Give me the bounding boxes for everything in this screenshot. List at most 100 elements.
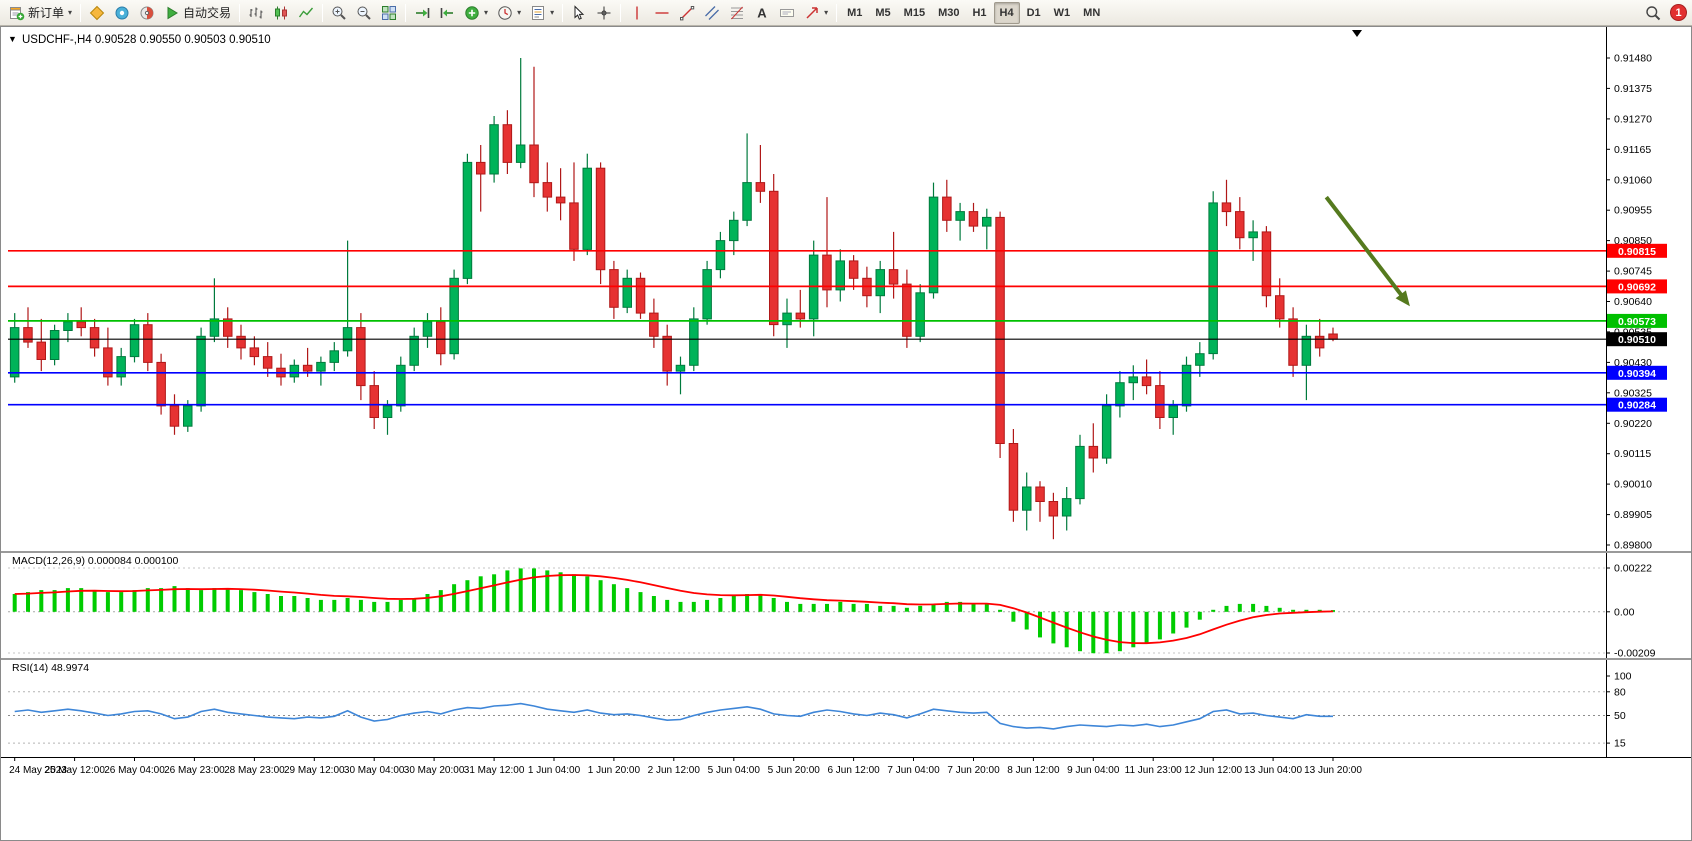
bull-candle — [209, 318, 220, 337]
macd-bar — [492, 574, 497, 612]
macd-bar — [1277, 607, 1282, 612]
bear-candle — [103, 347, 113, 378]
bull-candle — [1022, 486, 1032, 511]
price-tick-label: 0.91060 — [1614, 174, 1652, 186]
bear-candle — [1155, 385, 1165, 419]
chevron-down-icon: ▾ — [517, 8, 522, 17]
macd-bar — [1331, 610, 1335, 612]
chart-collapse-icon[interactable]: ▼ — [8, 34, 17, 44]
price-tick-label: 0.90010 — [1614, 479, 1652, 491]
macd-bar — [1011, 611, 1016, 622]
toolbar-separator — [405, 3, 407, 22]
macd-bar — [1304, 609, 1309, 612]
rsi-tick-label: 100 — [1614, 671, 1632, 683]
timeframe-button-d1[interactable]: D1 — [1021, 2, 1047, 24]
auto-scroll-button[interactable] — [410, 2, 434, 24]
search-button[interactable] — [1641, 2, 1665, 24]
bull-candle — [1248, 231, 1258, 239]
cursor-button[interactable] — [567, 2, 591, 24]
fibonacci-button[interactable] — [725, 2, 749, 24]
tile-windows-button[interactable] — [377, 2, 401, 24]
macd-bar — [465, 580, 470, 612]
trendline-button[interactable] — [675, 2, 699, 24]
bear-candle — [848, 260, 859, 279]
zoom-in-button[interactable] — [327, 2, 351, 24]
navigator-button[interactable] — [135, 2, 159, 24]
data-window-icon — [114, 5, 130, 21]
alert-badge[interactable]: 1 — [1670, 4, 1687, 21]
autotrading-icon — [164, 5, 180, 21]
timeframe-button-m15[interactable]: M15 — [898, 2, 931, 24]
chart-canvas[interactable]: ▼ USDCHF-,H4 0.90528 0.90550 0.90503 0.90… — [0, 26, 1692, 841]
indicators-button[interactable]: ▾ — [460, 2, 492, 24]
label-button[interactable] — [775, 2, 799, 24]
new-order-button[interactable]: 新订单 ▾ — [5, 2, 76, 24]
bar-chart-button[interactable] — [244, 2, 268, 24]
macd-bar — [518, 568, 523, 612]
channel-button[interactable] — [700, 2, 724, 24]
macd-bar — [265, 594, 270, 612]
timeframe-button-mn[interactable]: MN — [1077, 2, 1106, 24]
rsi-label: RSI(14) 48.9974 — [12, 662, 89, 674]
candlestick-button[interactable] — [269, 2, 293, 24]
bear-candle — [302, 364, 313, 372]
price-level-badge-label: 0.90815 — [1618, 246, 1656, 258]
price-level-badge-label: 0.90692 — [1618, 281, 1656, 293]
rsi-tick-label: 15 — [1614, 738, 1626, 750]
price-level-badge-label: 0.90284 — [1618, 400, 1656, 412]
timeframe-button-m5[interactable]: M5 — [869, 2, 896, 24]
chart-shift-marker[interactable] — [1352, 30, 1362, 37]
timeframe-button-w1[interactable]: W1 — [1048, 2, 1077, 24]
periods-button[interactable]: ▾ — [493, 2, 525, 24]
macd-label: MACD(12,26,9) 0.000084 0.000100 — [12, 555, 179, 567]
templates-button[interactable]: ▾ — [526, 2, 558, 24]
trend-arrow[interactable] — [1324, 195, 1408, 303]
macd-bar — [638, 592, 643, 612]
bull-candle — [782, 312, 792, 326]
macd-bar — [1224, 605, 1229, 612]
market-watch-button[interactable] — [85, 2, 109, 24]
zoom-out-button[interactable] — [352, 2, 376, 24]
time-tick-label: 26 May 04:00 — [104, 765, 165, 776]
macd-bar — [65, 588, 70, 612]
bull-candle — [116, 356, 126, 378]
time-tick-label: 2 Jun 12:00 — [648, 765, 701, 776]
bear-candle — [1008, 443, 1019, 511]
bear-candle — [249, 347, 260, 358]
macd-bar — [239, 590, 243, 612]
vertical-line-button[interactable] — [625, 2, 649, 24]
macd-bar — [52, 590, 57, 612]
price-tick-label: 0.90220 — [1614, 418, 1652, 430]
macd-bar — [92, 590, 97, 612]
horizontal-line-button[interactable] — [650, 2, 674, 24]
timeframe-button-m30[interactable]: M30 — [932, 2, 965, 24]
bull-candle — [1075, 445, 1085, 500]
bull-candle — [835, 260, 845, 291]
crosshair-button[interactable] — [592, 2, 616, 24]
macd-bar — [172, 586, 177, 612]
data-window-button[interactable] — [110, 2, 134, 24]
macd-bar — [372, 601, 377, 612]
chart-shift-icon — [439, 5, 455, 21]
rsi-line — [14, 702, 1333, 730]
line-chart-button[interactable] — [294, 2, 318, 24]
macd-bar — [358, 599, 363, 612]
price-level-badge-label: 0.90510 — [1618, 334, 1656, 346]
macd-bar — [611, 584, 616, 612]
autotrading-button[interactable]: 自动交易 — [160, 2, 235, 24]
macd-bar — [625, 588, 630, 612]
macd-bar — [398, 599, 403, 612]
macd-bar — [1197, 611, 1202, 620]
macd-signal-line — [14, 574, 1334, 645]
arrows-button[interactable]: ▾ — [800, 2, 832, 24]
bear-candle — [143, 324, 153, 363]
timeframe-button-h1[interactable]: H1 — [966, 2, 992, 24]
price-level-badge — [1607, 365, 1667, 380]
timeframe-button-m1[interactable]: M1 — [841, 2, 868, 24]
timeframe-button-h4[interactable]: H4 — [993, 1, 1020, 24]
chart-shift-button[interactable] — [435, 2, 459, 24]
autotrading-button-label: 自动交易 — [183, 6, 232, 20]
macd-bar — [412, 598, 417, 612]
text-button[interactable]: A — [750, 2, 774, 24]
time-tick-label: 5 Jun 04:00 — [708, 765, 761, 776]
